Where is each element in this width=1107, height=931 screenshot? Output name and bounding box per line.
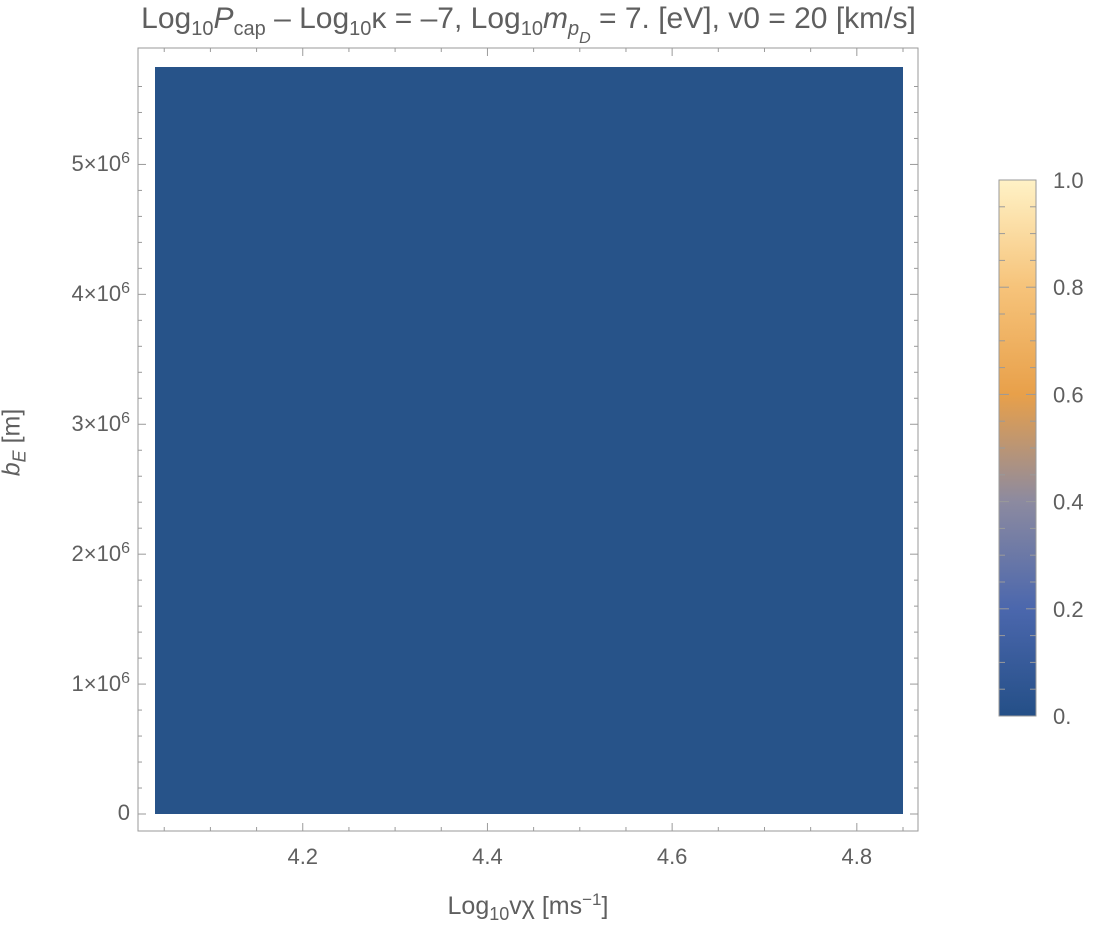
y-tick-label: 2×106 — [71, 540, 130, 567]
plot-frame — [137, 47, 919, 832]
colorbar-tick-label: 1.0 — [1053, 168, 1084, 193]
y-tick-label: 5×106 — [71, 150, 130, 177]
colorbar: 0. 0.2 0.4 0.6 0.8 1.0 — [998, 168, 1084, 729]
x-tick-label: 4.4 — [472, 844, 503, 869]
y-tick-label: 3×106 — [71, 410, 130, 437]
heatmap-field — [155, 67, 903, 814]
colorbar-gradient — [998, 179, 1037, 717]
y-tick-label: 0 — [117, 800, 130, 825]
x-tick-label: 4.2 — [287, 844, 318, 869]
plot-area: 4.2 4.4 4.6 4.8 — [137, 47, 919, 869]
y-axis-label: bE [m] — [0, 408, 30, 477]
colorbar-tick-label: 0.8 — [1053, 275, 1084, 300]
colorbar-tick-label: 0.6 — [1053, 382, 1084, 407]
chart-title: Log10Pcap – Log10κ = –7, Log10mpD = 7. [… — [141, 2, 916, 47]
colorbar-tick-label: 0. — [1053, 704, 1071, 729]
colorbar-tick-label: 0.4 — [1053, 490, 1084, 515]
y-tick-label: 1×106 — [71, 670, 130, 697]
colorbar-tick-label: 0.2 — [1053, 597, 1084, 622]
y-tick-label: 4×106 — [71, 280, 130, 307]
x-tick-label: 4.8 — [842, 844, 873, 869]
x-tick-label: 4.6 — [657, 844, 688, 869]
x-axis-label: Log10vχ [ms−1] — [447, 890, 609, 924]
